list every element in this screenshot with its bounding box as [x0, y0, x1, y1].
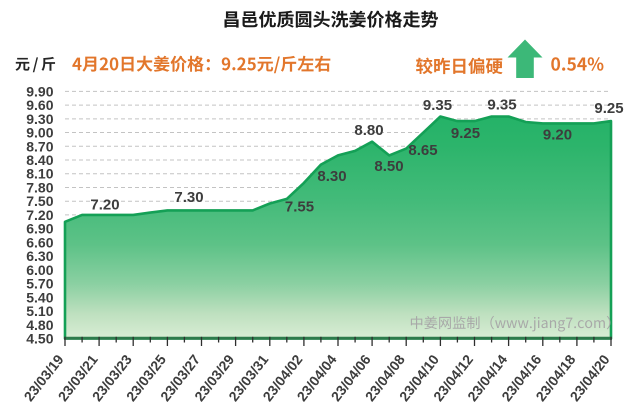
svg-text:5.70: 5.70	[26, 276, 53, 292]
svg-text:8.30: 8.30	[317, 168, 346, 185]
svg-text:8.70: 8.70	[26, 138, 53, 154]
svg-text:6.90: 6.90	[26, 221, 53, 237]
svg-text:8.40: 8.40	[26, 152, 53, 168]
svg-text:6.60: 6.60	[26, 234, 53, 250]
svg-text:5.10: 5.10	[26, 303, 53, 319]
svg-text:9.20: 9.20	[543, 126, 572, 143]
svg-text:7.20: 7.20	[26, 207, 53, 223]
svg-text:4.50: 4.50	[26, 331, 53, 347]
svg-text:8.65: 8.65	[408, 142, 437, 159]
svg-text:8.10: 8.10	[26, 166, 53, 182]
svg-text:9.00: 9.00	[26, 125, 53, 141]
svg-text:9.25: 9.25	[451, 125, 480, 142]
svg-text:4.80: 4.80	[26, 317, 53, 333]
svg-text:7.20: 7.20	[90, 196, 119, 213]
svg-text:7.50: 7.50	[26, 193, 53, 209]
svg-text:6.30: 6.30	[26, 248, 53, 264]
svg-text:7.55: 7.55	[285, 198, 314, 215]
svg-text:7.30: 7.30	[174, 189, 203, 206]
svg-text:7.80: 7.80	[26, 179, 53, 195]
svg-text:9.90: 9.90	[26, 83, 53, 99]
svg-text:9.35: 9.35	[423, 97, 452, 114]
svg-text:9.25: 9.25	[594, 100, 623, 117]
svg-text:5.40: 5.40	[26, 289, 53, 305]
svg-text:8.80: 8.80	[354, 122, 383, 139]
svg-text:9.30: 9.30	[26, 111, 53, 127]
svg-text:9.60: 9.60	[26, 97, 53, 113]
svg-text:6.00: 6.00	[26, 262, 53, 278]
svg-text:9.35: 9.35	[487, 96, 516, 113]
svg-text:8.50: 8.50	[374, 158, 403, 175]
